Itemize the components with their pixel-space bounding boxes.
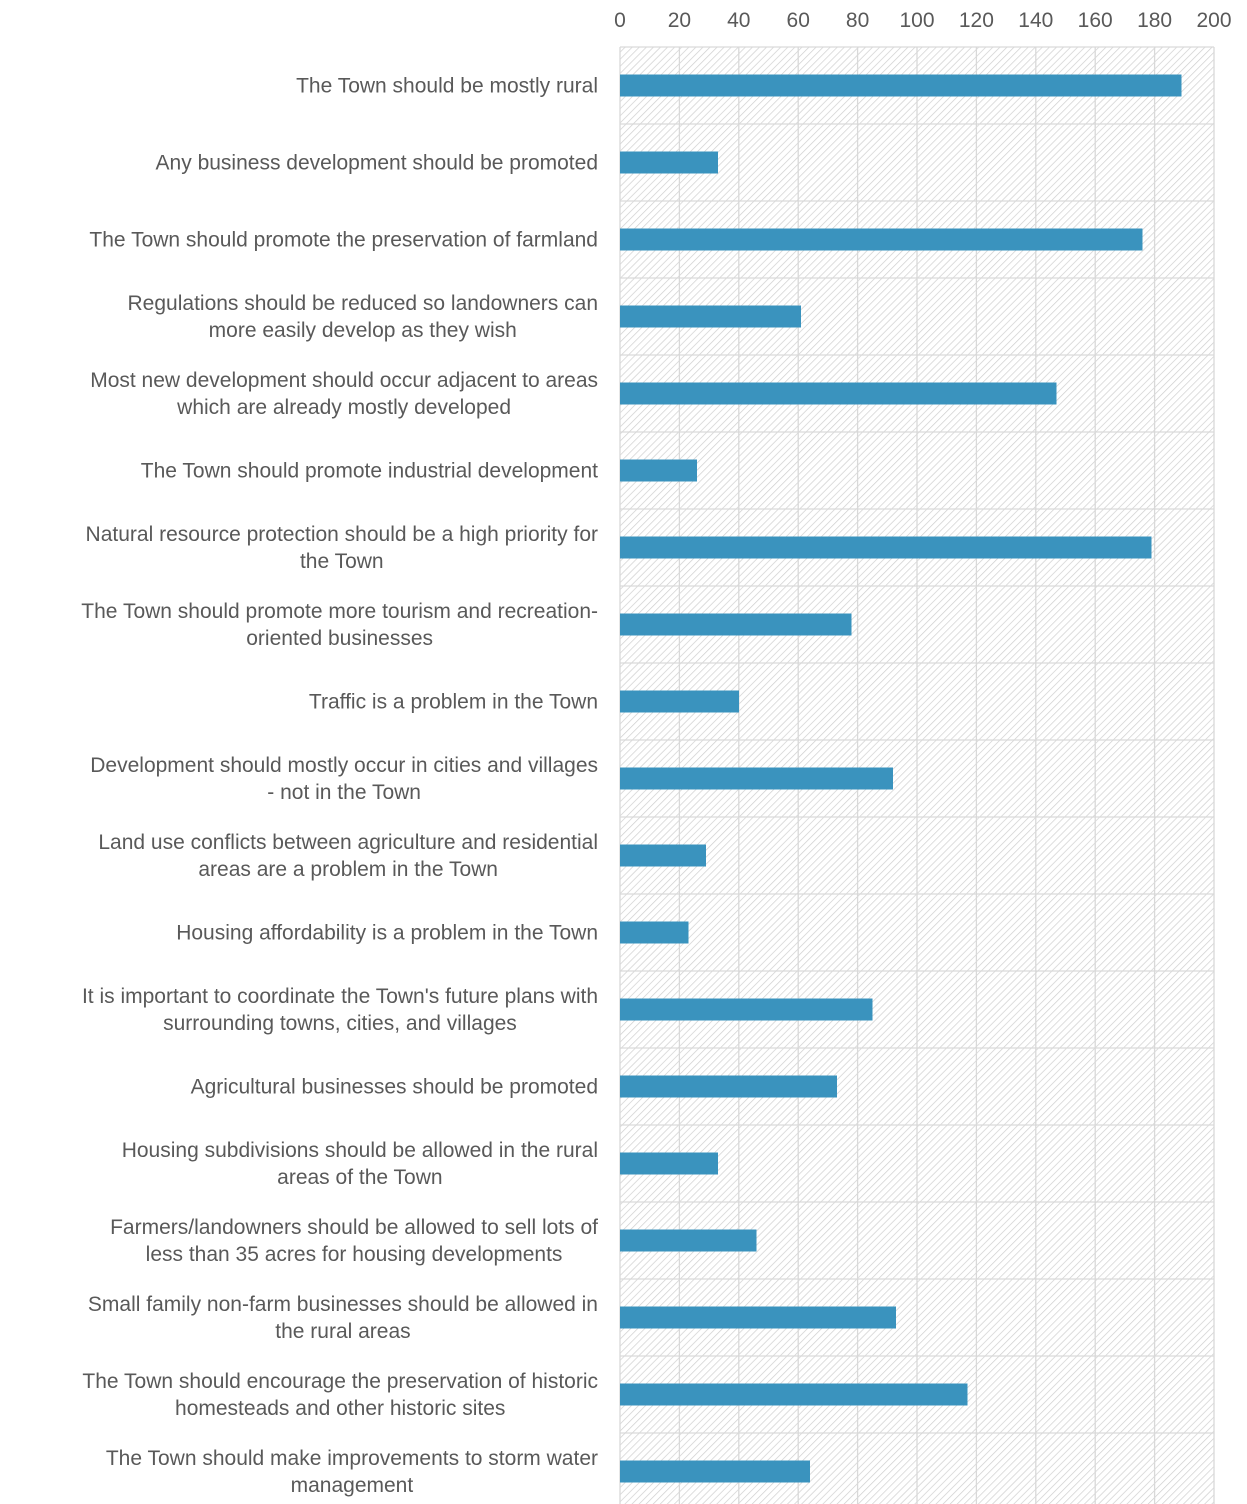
category-label-line: Development should mostly occur in citie… [90, 754, 598, 777]
bar [620, 151, 719, 174]
category-label: Any business development should be promo… [156, 152, 598, 175]
bar [620, 1229, 757, 1252]
x-tick-label: 60 [787, 9, 810, 32]
category-label: Housing subdivisions should be allowed i… [122, 1139, 598, 1189]
category-label-line: Housing subdivisions should be allowed i… [122, 1139, 598, 1162]
category-label-line: the Town [300, 550, 384, 573]
category-label: The Town should be mostly rural [296, 75, 598, 98]
bar [620, 613, 852, 636]
x-tick-label: 100 [899, 9, 934, 32]
category-label-line: The Town should be mostly rural [296, 75, 598, 98]
gridlines [619, 46, 1215, 1504]
x-tick-label: 200 [1196, 9, 1231, 32]
bar [620, 1383, 968, 1406]
category-label-line: Agricultural businesses should be promot… [191, 1076, 598, 1099]
bar [620, 459, 698, 482]
bar [620, 74, 1182, 97]
bar [620, 844, 707, 867]
category-label: Land use conflicts between agriculture a… [98, 831, 598, 881]
category-label-line: oriented businesses [246, 627, 433, 650]
bar [620, 690, 739, 713]
category-label-line: Traffic is a problem in the Town [309, 691, 598, 714]
category-label-line: areas are a problem in the Town [198, 858, 498, 881]
category-label-line: Land use conflicts between agriculture a… [98, 831, 598, 854]
bar [620, 228, 1143, 251]
category-label: The Town should encourage the preservati… [82, 1370, 598, 1420]
x-tick-label: 20 [668, 9, 691, 32]
bars [620, 74, 1182, 1483]
category-label-line: Any business development should be promo… [156, 152, 598, 175]
category-label-line: Most new development should occur adjace… [90, 369, 598, 392]
category-label: The Town should promote more tourism and… [81, 600, 598, 650]
category-label: The Town should make improvements to sto… [106, 1447, 598, 1497]
category-label-line: The Town should make improvements to sto… [106, 1447, 598, 1470]
x-tick-label: 40 [727, 9, 750, 32]
x-tick-label: 160 [1078, 9, 1113, 32]
bar [620, 536, 1152, 559]
category-label-line: Small family non-farm businesses should … [88, 1293, 598, 1316]
category-label: Traffic is a problem in the Town [309, 691, 598, 714]
category-label-line: - not in the Town [267, 781, 421, 804]
category-label: It is important to coordinate the Town's… [82, 985, 598, 1035]
category-label-line: Natural resource protection should be a … [86, 523, 598, 546]
bar [620, 1460, 811, 1483]
category-label-line: surrounding towns, cities, and villages [163, 1012, 517, 1035]
x-tick-label: 0 [614, 9, 626, 32]
category-labels: The Town should be mostly rural Any busin… [81, 75, 598, 1498]
category-label-line: the rural areas [275, 1320, 410, 1343]
bar [620, 921, 689, 944]
category-label: Small family non-farm businesses should … [88, 1293, 598, 1343]
category-label: Development should mostly occur in citie… [90, 754, 598, 804]
category-label-line: management [291, 1474, 414, 1497]
bar [620, 382, 1057, 405]
x-tick-label: 120 [959, 9, 994, 32]
category-label: Farmers/landowners should be allowed to … [110, 1216, 598, 1266]
category-label-line: which are already mostly developed [176, 396, 511, 419]
category-label-line: homesteads and other historic sites [175, 1397, 505, 1420]
x-tick-label: 180 [1137, 9, 1172, 32]
category-label: Natural resource protection should be a … [86, 523, 598, 573]
category-label: Agricultural businesses should be promot… [191, 1076, 598, 1099]
category-label-line: The Town should promote industrial devel… [141, 460, 598, 483]
category-label-line: more easily develop as they wish [209, 319, 517, 342]
category-label-line: The Town should encourage the preservati… [82, 1370, 598, 1393]
category-label-line: Regulations should be reduced so landown… [128, 292, 598, 315]
category-label-line: The Town should promote the preservation… [89, 229, 598, 252]
category-label: Most new development should occur adjace… [90, 369, 598, 419]
category-label: The Town should promote industrial devel… [141, 460, 598, 483]
category-label-line: The Town should promote more tourism and… [81, 600, 598, 623]
category-label: Regulations should be reduced so landown… [128, 292, 598, 342]
category-label-line: less than 35 acres for housing developme… [146, 1243, 563, 1266]
bar [620, 767, 894, 790]
bar [620, 305, 802, 328]
category-label: The Town should promote the preservation… [89, 229, 598, 252]
bar [620, 1152, 719, 1175]
category-label-line: It is important to coordinate the Town's… [82, 985, 598, 1008]
x-tick-label: 80 [846, 9, 869, 32]
category-label-line: areas of the Town [277, 1166, 442, 1189]
category-label-line: Farmers/landowners should be allowed to … [110, 1216, 598, 1239]
bar [620, 1306, 897, 1329]
category-label-line: Housing affordability is a problem in th… [176, 922, 598, 945]
x-axis-ticks: 0 20 40 60 80 100 120 140 160 180 200 [614, 9, 1231, 32]
bar [620, 1075, 837, 1098]
bar [620, 998, 873, 1021]
category-label: Housing affordability is a problem in th… [176, 922, 598, 945]
x-tick-label: 140 [1018, 9, 1053, 32]
